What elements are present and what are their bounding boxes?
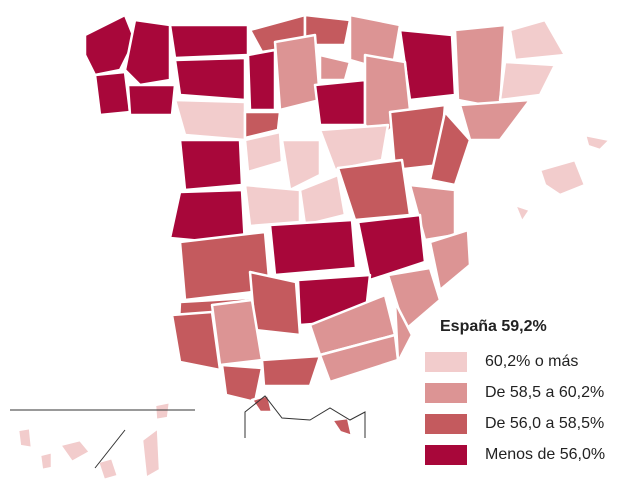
province xyxy=(313,78,367,127)
province xyxy=(16,426,34,450)
province xyxy=(508,18,567,62)
province xyxy=(173,56,247,102)
province xyxy=(96,456,120,482)
province xyxy=(336,158,412,222)
province xyxy=(356,213,427,282)
legend-title: España 59,2% xyxy=(440,318,547,335)
province xyxy=(330,416,354,438)
legend: 60,2% o más De 58,5 a 60,2% De 56,0 a 58,5… xyxy=(425,352,605,465)
province xyxy=(260,354,322,388)
province xyxy=(168,23,250,60)
province xyxy=(153,400,172,422)
legend-swatch xyxy=(425,414,467,434)
province xyxy=(126,83,177,117)
province xyxy=(538,158,587,197)
province xyxy=(513,203,532,224)
province xyxy=(243,130,284,174)
province xyxy=(170,310,222,372)
province xyxy=(280,138,322,192)
province xyxy=(428,228,472,292)
province xyxy=(243,183,302,228)
provinces xyxy=(16,13,612,482)
province xyxy=(458,98,532,142)
province xyxy=(393,300,414,364)
province xyxy=(246,48,277,112)
legend-label: De 56,0 a 58,5% xyxy=(485,415,604,432)
province xyxy=(268,218,358,277)
province xyxy=(298,173,347,227)
legend-label: Menos de 56,0% xyxy=(485,446,605,463)
inset-frame xyxy=(244,395,366,438)
inset-frame xyxy=(10,409,195,469)
province xyxy=(38,450,54,472)
province xyxy=(318,53,352,82)
province xyxy=(210,298,264,367)
province xyxy=(93,70,132,117)
province xyxy=(123,18,172,87)
province xyxy=(273,33,322,112)
legend-label: De 58,5 a 60,2% xyxy=(485,384,604,401)
legend-swatch xyxy=(425,383,467,403)
legend-label: 60,2% o más xyxy=(485,353,578,370)
province xyxy=(173,98,247,142)
province xyxy=(140,426,162,480)
province xyxy=(58,438,92,464)
province xyxy=(220,363,264,404)
province xyxy=(428,110,472,187)
legend-swatch xyxy=(425,352,467,372)
province xyxy=(453,23,507,110)
province xyxy=(243,110,282,140)
province xyxy=(583,133,612,152)
province xyxy=(318,123,390,172)
legend-swatch xyxy=(425,445,467,465)
province xyxy=(178,138,244,192)
province xyxy=(498,60,557,102)
province xyxy=(83,13,137,77)
